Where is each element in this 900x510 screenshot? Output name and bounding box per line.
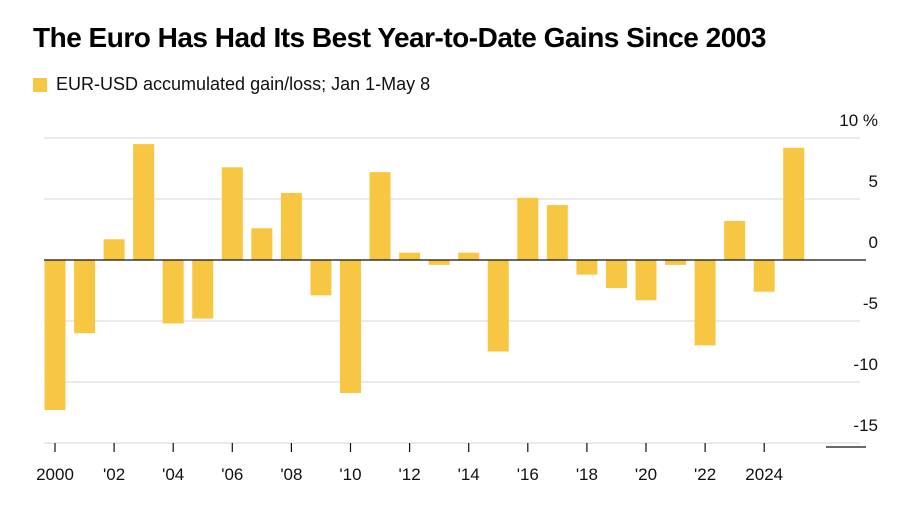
y-tick-label: 0 (869, 233, 878, 252)
bar-2024 (753, 260, 775, 292)
bar-2010 (340, 260, 361, 393)
bar-2014 (458, 252, 480, 260)
bar-2018 (576, 260, 598, 275)
chart-title: The Euro Has Had Its Best Year-to-Date G… (33, 22, 766, 53)
bars (44, 144, 805, 411)
bar-2007 (251, 228, 273, 260)
bar-2019 (605, 260, 627, 289)
y-tick-label: 5 (869, 172, 878, 191)
bar-2002 (103, 239, 125, 260)
bar-2011 (369, 172, 391, 260)
legend-label: EUR-USD accumulated gain/loss; Jan 1-May… (56, 74, 431, 94)
y-tick-label: -5 (863, 294, 878, 313)
x-tick-label: '14 (458, 465, 480, 484)
x-tick-label: 2024 (745, 465, 783, 484)
x-tick-label: '18 (576, 465, 598, 484)
bar-2008 (280, 192, 302, 260)
bar-2003 (133, 144, 155, 260)
bar-2009 (310, 260, 332, 296)
bar-2012 (399, 252, 421, 260)
bar-2023 (724, 220, 746, 260)
x-tick-label: '10 (339, 465, 361, 484)
bar-2025 (783, 147, 805, 260)
legend-swatch (33, 77, 47, 92)
x-tick-label: '12 (399, 465, 421, 484)
bar-2006 (221, 167, 243, 260)
y-tick-label: -15 (853, 416, 878, 435)
y-tick-label: -10 (853, 355, 878, 374)
bar-2005 (192, 260, 214, 319)
bar-2013 (428, 260, 450, 265)
x-tick-label: '04 (162, 465, 184, 484)
y-axis-ticks: 10 % 5 0 -5 -10 -15 (826, 111, 878, 448)
x-axis-ticks: 2000 '02 '04 '06 '08 '10 '12 '14 '16 '18 '20 '22 202… (36, 443, 783, 484)
bar-2015 (487, 260, 509, 352)
bar-2020 (635, 260, 657, 301)
x-tick-label: 2000 (36, 465, 74, 484)
bar-2022 (694, 260, 716, 346)
bar-2001 (74, 260, 96, 334)
y-tick-label: 10 % (839, 111, 878, 130)
x-tick-label: '08 (280, 465, 302, 484)
bar-2016 (517, 197, 539, 260)
x-tick-label: '20 (635, 465, 657, 484)
x-tick-label: '06 (221, 465, 243, 484)
bar-2004 (162, 260, 184, 324)
legend: EUR-USD accumulated gain/loss; Jan 1-May… (33, 74, 430, 95)
x-tick-label: '02 (103, 465, 125, 484)
x-tick-label: '22 (694, 465, 716, 484)
bar-2000 (44, 260, 66, 411)
bar-2017 (546, 205, 568, 260)
x-tick-label: '16 (517, 465, 539, 484)
bar-2021 (665, 260, 687, 265)
